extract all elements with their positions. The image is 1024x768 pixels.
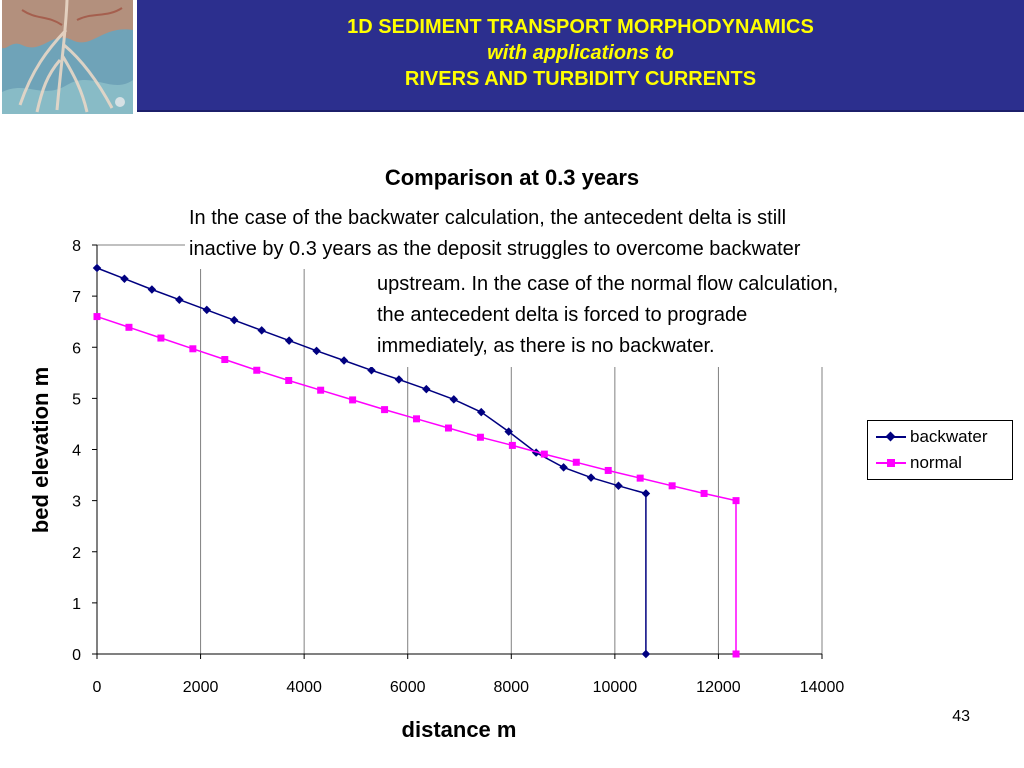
y-tick-label: 4: [72, 443, 81, 460]
point-normal: [732, 650, 740, 658]
y-tick-label: 5: [72, 391, 81, 408]
slide-number: 43: [952, 708, 970, 725]
legend-swatch-normal: [876, 456, 906, 470]
point-backwater: [175, 295, 184, 304]
x-tick-label: 4000: [286, 679, 322, 696]
header-band: [137, 0, 1024, 112]
point-normal: [349, 396, 357, 404]
annotation-text: In the case of the backwater calculation…: [185, 203, 995, 362]
x-tick-label: 12000: [696, 679, 741, 696]
y-axis-title: bed elevation m: [28, 367, 53, 533]
point-backwater: [422, 384, 431, 394]
annotation-box-bottom: [370, 269, 987, 367]
legend-label-normal: normal: [910, 453, 962, 472]
point-backwater: [641, 489, 651, 498]
annotation-line-3: upstream. In the case of the normal flow…: [377, 273, 839, 295]
point-backwater: [504, 427, 513, 436]
ticks-layer: 0 2000 4000 6000 8000 10000 12000 14000 0 1 2 3 4 5 6 7…: [72, 238, 844, 696]
point-normal: [604, 466, 612, 474]
annotation-line-5: immediately, as there is no backwater.: [377, 335, 715, 357]
point-normal: [540, 450, 548, 458]
series-layer: [92, 263, 740, 659]
y-tick-label: 0: [72, 647, 81, 664]
point-backwater: [312, 346, 321, 356]
point-normal: [253, 366, 261, 374]
y-tick-label: 7: [72, 289, 81, 306]
point-normal: [93, 313, 101, 321]
title-line-3: RIVERS AND TURBIDITY CURRENTS: [404, 68, 757, 90]
legend-label-backwater: backwater: [910, 427, 988, 446]
point-backwater: [202, 305, 212, 315]
x-tick-label: 14000: [800, 679, 845, 696]
series-line-normal: [96, 315, 737, 654]
annotation-line-4: the antecedent delta is forced to progra…: [377, 304, 748, 326]
annotation-box-top: [185, 203, 987, 269]
point-normal: [508, 441, 516, 449]
chart-legend: backwater normal: [867, 420, 1013, 480]
point-backwater: [284, 336, 294, 345]
point-backwater: [92, 263, 102, 273]
point-normal: [444, 424, 452, 432]
point-normal: [157, 334, 165, 342]
point-backwater: [120, 274, 129, 283]
slide-header: 1D SEDIMENT TRANSPORT MORPHODYNAMICS wit…: [0, 0, 1024, 116]
x-tick-label: 8000: [493, 679, 529, 696]
point-normal: [413, 415, 421, 423]
point-backwater: [559, 463, 568, 472]
point-backwater: [257, 326, 266, 335]
title-line-1: 1D SEDIMENT TRANSPORT MORPHODYNAMICS: [347, 16, 814, 38]
x-tick-label: 10000: [593, 679, 638, 696]
annotation-line-1: In the case of the backwater calculation…: [189, 207, 787, 229]
y-tick-label: 6: [72, 340, 81, 357]
point-backwater: [229, 315, 239, 325]
point-normal: [476, 433, 484, 441]
series-line-backwater: [96, 267, 647, 654]
point-normal: [732, 497, 740, 505]
annotation-line-2: inactive by 0.3 years as the deposit str…: [189, 238, 801, 260]
point-normal: [636, 474, 644, 482]
chart-title: Comparison at 0.3 years: [384, 165, 640, 190]
point-normal: [125, 323, 133, 331]
point-backwater: [339, 356, 349, 365]
point-normal: [700, 489, 708, 497]
point-backwater: [367, 366, 376, 375]
x-axis-title: distance m: [402, 717, 517, 742]
point-backwater: [394, 375, 404, 384]
x-tick-label: 2000: [183, 679, 219, 696]
point-normal: [221, 356, 229, 364]
river-delta-logo-icon: [2, 0, 133, 114]
point-backwater: [586, 473, 596, 482]
point-backwater: [477, 407, 486, 417]
title-line-2: with applications to: [487, 42, 674, 64]
point-normal: [572, 458, 580, 466]
legend-swatch-backwater: [876, 430, 906, 444]
point-normal: [189, 345, 197, 353]
point-backwater: [641, 649, 651, 659]
point-normal: [285, 376, 293, 384]
point-normal: [381, 406, 389, 414]
y-tick-label: 8: [72, 238, 81, 255]
slide-title: 1D SEDIMENT TRANSPORT MORPHODYNAMICS wit…: [137, 14, 1024, 92]
y-tick-label: 2: [72, 545, 81, 562]
point-normal: [668, 482, 676, 490]
legend-item-backwater: backwater: [876, 425, 987, 449]
x-tick-label: 0: [93, 679, 102, 696]
point-normal: [317, 386, 325, 394]
legend-item-normal: normal: [876, 451, 962, 475]
y-tick-label: 3: [72, 494, 81, 511]
point-backwater: [147, 285, 157, 294]
point-backwater: [614, 481, 623, 491]
x-tick-label: 6000: [390, 679, 426, 696]
point-backwater: [449, 395, 459, 404]
y-tick-label: 1: [72, 596, 81, 613]
